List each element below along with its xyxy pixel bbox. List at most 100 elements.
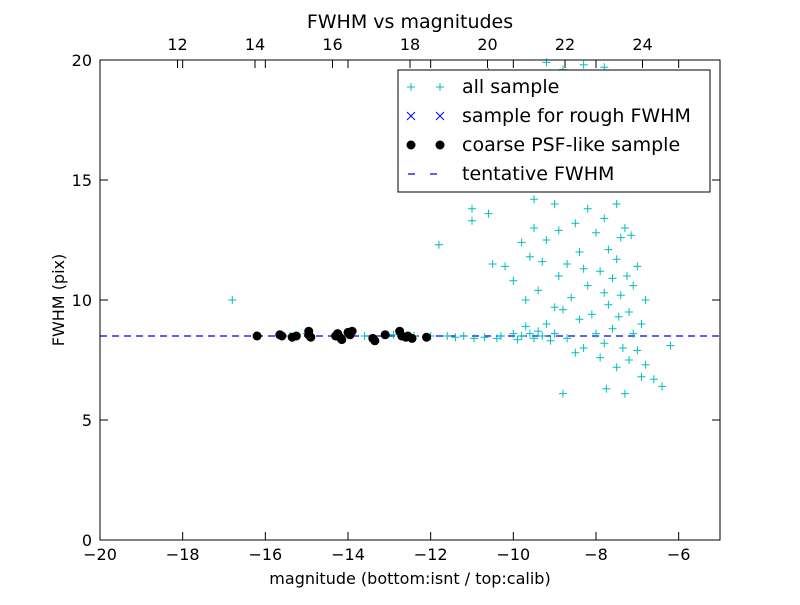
all-sample-point: [608, 324, 617, 333]
all-sample-point: [550, 200, 559, 208]
all-sample-point: [600, 339, 609, 348]
psf-sample-point: [422, 332, 432, 342]
legend-box: [397, 69, 711, 193]
legend-marker-rough-sample: [406, 111, 416, 121]
all-sample-point: [592, 228, 600, 237]
all-sample-point: [633, 346, 642, 355]
all-sample-point: [451, 333, 460, 342]
all-sample-point: [666, 341, 675, 350]
all-sample-point: [583, 204, 592, 213]
all-sample-point: [480, 333, 489, 342]
legend-label-rough-sample: sample for rough FWHM: [462, 105, 691, 127]
x-tick-label: −12: [414, 545, 448, 564]
all-sample-point: [459, 332, 468, 340]
all-sample-point: [596, 353, 605, 362]
top-x-tick-label: 24: [632, 35, 652, 54]
all-sample-point: [563, 334, 572, 343]
top-x-tick-label: 14: [245, 35, 265, 54]
psf-sample-point: [380, 330, 390, 340]
legend-marker-rough-sample: [435, 111, 445, 121]
y-tick-label: 20: [72, 51, 92, 70]
all-sample-point: [496, 332, 505, 340]
all-sample-point: [509, 276, 518, 285]
all-sample-point: [658, 382, 667, 391]
legend-marker-psf-sample: [406, 140, 416, 150]
y-tick-label: 5: [82, 411, 92, 430]
all-sample-point: [542, 236, 551, 244]
y-axis-label: FWHM (pix): [49, 254, 68, 347]
top-x-tick-label: 18: [400, 35, 420, 54]
all-sample-point: [550, 303, 559, 312]
all-sample-point: [563, 260, 572, 268]
all-sample-point: [525, 252, 534, 261]
all-sample-point: [567, 293, 576, 302]
all-sample-point: [538, 257, 547, 266]
all-sample-point: [633, 262, 642, 271]
all-sample-point: [575, 315, 584, 324]
all-sample-point: [534, 286, 543, 295]
all-sample-point: [579, 264, 588, 273]
all-sample-point: [517, 332, 526, 340]
psf-sample-point: [337, 335, 347, 345]
all-sample-point: [583, 281, 592, 290]
all-sample-point: [530, 224, 538, 232]
all-sample-point: [575, 248, 584, 256]
all-sample-point: [579, 60, 588, 69]
top-x-tick-label: 12: [167, 35, 187, 54]
all-sample-point: [389, 330, 398, 339]
all-sample-point: [558, 305, 567, 314]
y-tick-label: 15: [72, 171, 92, 190]
all-sample-point: [509, 329, 518, 338]
all-sample-point: [571, 348, 580, 357]
psf-sample-point: [252, 331, 262, 341]
all-sample-point: [554, 226, 563, 235]
all-sample-point: [484, 209, 493, 218]
legend-marker-all-sample: [407, 83, 415, 91]
all-sample-point: [517, 238, 526, 247]
all-sample-point: [641, 296, 650, 304]
x-tick-label: −14: [331, 545, 365, 564]
all-sample-point: [627, 231, 636, 240]
y-tick-label: 0: [82, 531, 92, 550]
all-sample-point: [641, 360, 650, 369]
all-sample-point: [470, 334, 479, 343]
all-sample-point: [434, 240, 443, 249]
all-sample-point: [525, 329, 534, 338]
all-sample-point: [629, 281, 638, 290]
chart-title: FWHM vs magnitudes: [307, 11, 513, 33]
all-sample-point: [608, 274, 617, 283]
all-sample-point: [534, 327, 543, 336]
all-sample-point: [554, 272, 563, 280]
top-x-tick-label: 22: [555, 35, 575, 54]
legend-markers: [406, 83, 445, 175]
psf-sample-point: [277, 331, 287, 341]
y-tick-label: 10: [72, 291, 92, 310]
all-sample-point: [579, 344, 588, 352]
all-sample-point: [637, 320, 646, 328]
all-sample-point: [592, 329, 600, 338]
x-tick-label: −18: [166, 545, 200, 564]
all-sample-point: [538, 332, 547, 340]
legend-label-psf-sample: coarse PSF-like sample: [462, 134, 680, 156]
legend-label-all-sample: all sample: [462, 76, 559, 98]
legend-marker-all-sample: [436, 83, 444, 91]
legend: all sample sample for rough FWHM coarse …: [397, 69, 711, 193]
top-x-tick-label: 20: [477, 35, 497, 54]
all-sample-point: [649, 375, 658, 384]
all-sample-point: [637, 372, 646, 381]
all-sample-point: [625, 356, 634, 364]
all-sample-point: [616, 291, 625, 300]
all-sample-point: [530, 195, 538, 204]
all-sample-point: [604, 300, 613, 309]
all-sample-point: [571, 219, 580, 228]
all-sample-point: [521, 296, 530, 304]
all-sample-point: [616, 233, 625, 242]
psf-sample-point: [291, 331, 301, 341]
all-sample-point: [614, 312, 623, 321]
all-sample-point: [600, 214, 609, 223]
all-sample-point: [612, 255, 621, 264]
all-sample-point: [550, 329, 559, 338]
x-tick-label: −10: [496, 545, 530, 564]
all-sample-point: [468, 216, 476, 225]
